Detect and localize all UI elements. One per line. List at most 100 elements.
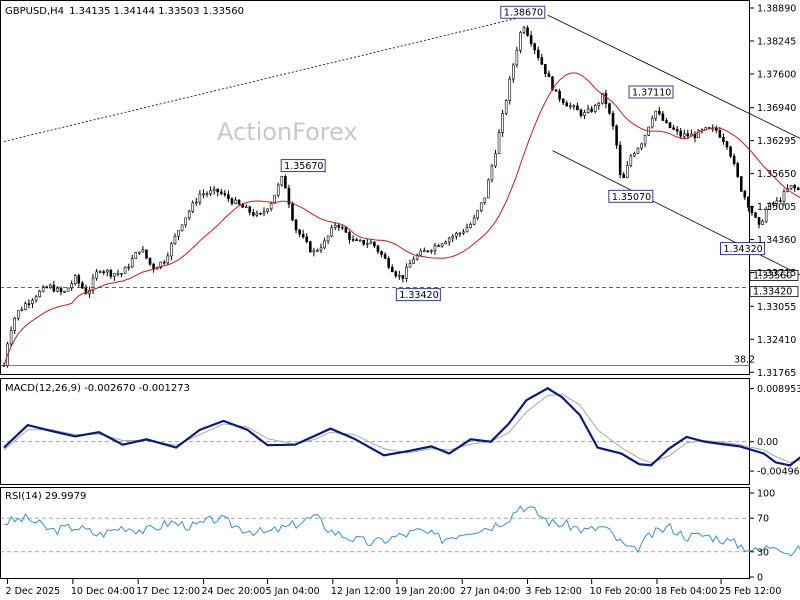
candle-body (572, 105, 576, 108)
candle-body (412, 258, 415, 264)
candle-body (212, 188, 216, 192)
candle-body (526, 27, 529, 36)
candle-body (697, 130, 700, 139)
candle-body (430, 250, 433, 252)
candle-body (725, 141, 729, 148)
time-tick-label: 5 Jan 04:00 (266, 586, 320, 597)
candle-body (198, 193, 202, 203)
candle-body (244, 206, 248, 209)
price-pane[interactable]: ActionForex 38.2 1.33560 1.33420 1.38670 1.… (0, 0, 800, 379)
candle-body (109, 270, 113, 277)
candle-body (81, 282, 84, 289)
time-tick-label: 17 Dec 12:00 (136, 586, 200, 597)
watermark: ActionForex (217, 118, 358, 146)
time-tick-label: 24 Dec 20:00 (201, 586, 265, 597)
candle-body (56, 287, 59, 292)
rsi-pane-frame (0, 487, 750, 579)
candle-body (658, 110, 661, 115)
candle-body (227, 194, 230, 200)
candle-body (130, 258, 134, 268)
candle-body (754, 212, 757, 218)
candle-body (497, 132, 501, 154)
time-tick-label: 2 Dec 2025 (6, 586, 61, 597)
candle-body (636, 147, 640, 154)
candle-body (522, 27, 526, 33)
candle-body (796, 187, 800, 190)
price-box-label: 1.33420 (753, 287, 792, 298)
candle-body (308, 241, 312, 253)
candle-body (362, 239, 366, 245)
candle-body (191, 202, 195, 212)
rsi-pane[interactable]: 100 70 30 0 RSI(14) 29.9979 (0, 487, 800, 584)
candle-body (337, 224, 341, 228)
price-tick-label: 1.38890 (757, 4, 796, 15)
candle-body (394, 271, 398, 277)
candle-body (490, 165, 494, 181)
swing-label: 1.35670 (284, 161, 323, 172)
candle-body (398, 275, 401, 277)
candle-body (348, 232, 351, 240)
candle-body (141, 249, 145, 253)
candle-body (675, 129, 679, 132)
candle-body (547, 73, 551, 78)
candle-body (209, 190, 212, 194)
upper-channel-line[interactable] (547, 14, 800, 189)
candle-body (686, 133, 690, 137)
candle-body (747, 196, 750, 208)
candle-body (301, 233, 305, 238)
candle-body (273, 194, 276, 204)
candle-body (63, 291, 66, 293)
price-tick-label: 1.35005 (757, 202, 796, 213)
candle-body (665, 120, 668, 123)
price-box (749, 286, 799, 298)
candle-body (180, 224, 184, 232)
candle-body (373, 241, 376, 247)
candle-body (145, 249, 148, 259)
price-pane-frame (0, 0, 750, 375)
time-tick-label: 10 Feb 20:00 (590, 586, 652, 597)
swing-label: 1.34320 (723, 244, 762, 255)
macd-pane[interactable]: 0.008953 0.00 -0.004962 MACD(12,26,9) -0.0… (0, 378, 800, 485)
time-axis: 2 Dec 2025 10 Dec 04:00 17 Dec 12:00 24 Dec… (6, 579, 781, 597)
candle-body (38, 290, 41, 298)
candle-body (558, 91, 561, 100)
candle-body (405, 266, 408, 279)
price-tick-label: 1.38245 (757, 36, 796, 47)
candle-body (576, 105, 579, 111)
lower-channel-line[interactable] (552, 150, 800, 327)
candle-body (465, 227, 469, 233)
candle-body (98, 271, 102, 273)
candle-body (305, 236, 309, 242)
moving-average-line (3, 72, 800, 366)
candle-body (152, 263, 155, 270)
candle-body (650, 118, 654, 128)
macd-line (3, 387, 800, 467)
candle-body (536, 49, 540, 58)
candle-body (779, 200, 782, 203)
candle-body (682, 133, 686, 137)
candle-body (248, 206, 252, 213)
candle-body (291, 203, 294, 221)
candle-body (654, 110, 658, 119)
candle-body (458, 232, 462, 235)
candle-body (45, 286, 49, 289)
time-tick-label: 18 Feb 04:00 (655, 586, 717, 597)
candle-body (173, 235, 177, 245)
candle-body (319, 247, 323, 251)
candle-body (298, 229, 301, 235)
candle-body (255, 212, 259, 216)
candle-body (312, 250, 316, 253)
candle-body (444, 241, 447, 245)
candle-body (601, 93, 604, 104)
candle-body (266, 208, 269, 212)
candle-body (615, 125, 618, 146)
candle-body (116, 273, 120, 275)
macd-pane-frame (0, 378, 750, 485)
candle-body (401, 275, 405, 279)
candle-body (323, 240, 326, 249)
candle-body (494, 153, 497, 167)
candle-body (501, 113, 504, 133)
candle-body (27, 303, 31, 305)
candle-body (590, 108, 593, 112)
